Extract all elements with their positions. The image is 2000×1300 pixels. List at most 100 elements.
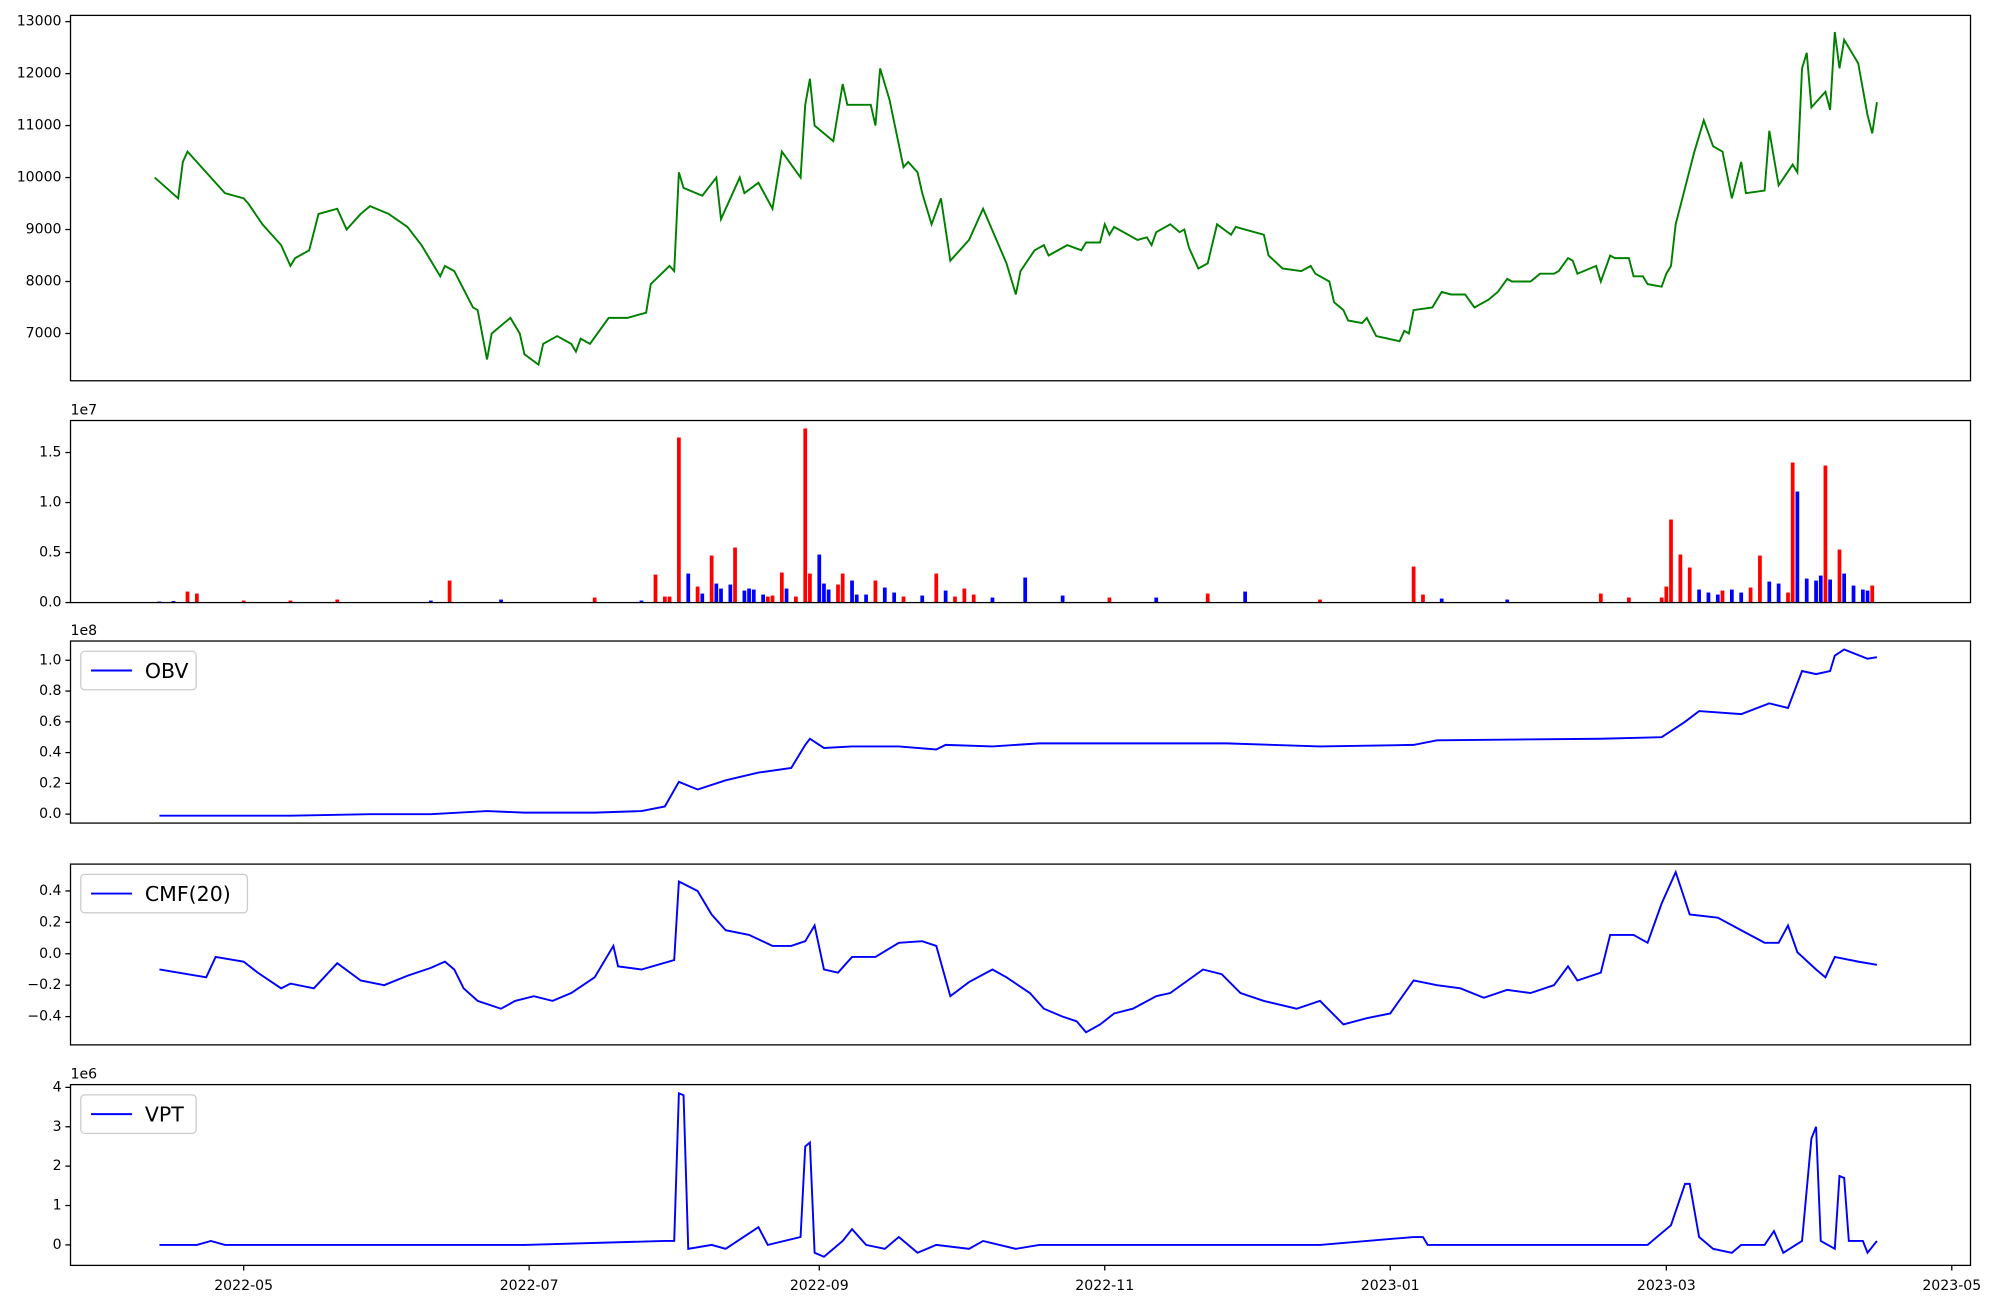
bar [686, 573, 691, 603]
x-tick-label: 2023-01 [1361, 1278, 1420, 1294]
y-tick-label: 0.2 [39, 914, 61, 930]
x-tick-label: 2023-05 [1922, 1278, 1981, 1294]
bar [1790, 462, 1795, 603]
line [154, 31, 1878, 367]
panel: 0 1 2 3 4 2022-05 2022-07 2022-09 2022-11 2023-01… [53, 1066, 1982, 1294]
bar [1664, 586, 1669, 603]
bar [1748, 587, 1753, 603]
bar [1023, 577, 1028, 603]
y-tick-label: 1.0 [39, 495, 61, 511]
panel: 0.0 0.5 1.0 1.5 1e7 [39, 402, 1972, 611]
bar [639, 600, 644, 603]
axes-frame [69, 419, 1972, 604]
bar [850, 580, 854, 603]
legend: CMF(20) [80, 873, 249, 914]
bar [194, 593, 199, 603]
bar [822, 583, 826, 603]
bar [854, 594, 859, 603]
bar [901, 596, 906, 603]
bar [920, 595, 925, 603]
legend: VPT [80, 1094, 197, 1134]
bar [447, 580, 452, 603]
bar [1669, 519, 1673, 603]
legend-box [80, 873, 249, 914]
bar [700, 593, 705, 603]
y-tick-label: 7000 [26, 325, 62, 341]
bar [1851, 585, 1856, 603]
bar [677, 437, 681, 603]
bar [826, 589, 831, 603]
panel: 0.0 0.2 0.4 0.6 0.8 1.0 1e8 OBV [39, 623, 1972, 824]
axes-frame [69, 14, 1972, 382]
bar [709, 555, 714, 603]
y-tick-label: 13000 [17, 14, 62, 30]
bar [784, 588, 789, 603]
bar [1720, 590, 1725, 603]
bar [1818, 575, 1823, 603]
bar [1729, 589, 1734, 603]
y-tick-label: 4 [53, 1079, 62, 1095]
bar [728, 584, 733, 603]
bar [770, 595, 775, 603]
bar [1205, 593, 1210, 603]
bar [714, 583, 719, 603]
bar [241, 600, 246, 603]
legend-label: VPT [145, 1102, 184, 1126]
bar [719, 588, 723, 603]
y-tick-label: 0.0 [39, 806, 61, 822]
bar [1823, 465, 1828, 603]
bar [1060, 595, 1065, 603]
x-tick-label: 2022-11 [1075, 1278, 1134, 1294]
x-tick-label: 2022-05 [214, 1278, 273, 1294]
offset-label: 1e8 [71, 623, 98, 639]
bar [1243, 591, 1248, 603]
bar [499, 599, 503, 603]
bar [1861, 589, 1865, 603]
y-tick-label: 3 [53, 1119, 62, 1135]
bar [1842, 573, 1847, 603]
bar [1154, 597, 1159, 603]
bar [1767, 581, 1772, 603]
bar [840, 573, 845, 603]
bar [171, 601, 176, 603]
bar [794, 596, 798, 603]
bar [1706, 592, 1711, 603]
y-tick-label: 1.5 [39, 445, 61, 461]
bar [1659, 597, 1664, 603]
y-tick-label: 0.6 [39, 714, 61, 730]
bar [1837, 549, 1842, 603]
y-tick-label: 0.2 [39, 775, 61, 791]
bar [742, 590, 747, 603]
bar [765, 596, 770, 603]
y-tick-label: −0.4 [27, 1009, 61, 1025]
bar [1715, 594, 1720, 603]
bar [1421, 594, 1425, 603]
legend-box [80, 650, 197, 691]
bar [733, 547, 737, 603]
y-tick-label: −0.2 [27, 977, 61, 993]
bar [779, 572, 784, 603]
bar [428, 600, 433, 603]
bar [892, 592, 897, 603]
bar [751, 589, 756, 603]
bar [953, 596, 957, 603]
bar [653, 574, 658, 603]
bar [808, 573, 812, 603]
panel: 7000 8000 9000 10000 11000 12000 13000 [17, 14, 1972, 382]
bar [836, 584, 840, 603]
legend-label: OBV [145, 659, 189, 683]
axes-frame [69, 1083, 1972, 1267]
bar [761, 594, 765, 603]
legend-label: CMF(20) [145, 882, 231, 906]
bar [803, 428, 808, 603]
bar [1627, 597, 1631, 603]
x-tick-label: 2022-09 [790, 1278, 849, 1294]
bar [864, 594, 868, 603]
bar [882, 587, 887, 603]
y-tick-label: 2 [53, 1158, 62, 1174]
bar [747, 588, 751, 603]
bar [288, 600, 293, 603]
y-tick-label: 9000 [26, 222, 62, 238]
bar [695, 586, 700, 603]
